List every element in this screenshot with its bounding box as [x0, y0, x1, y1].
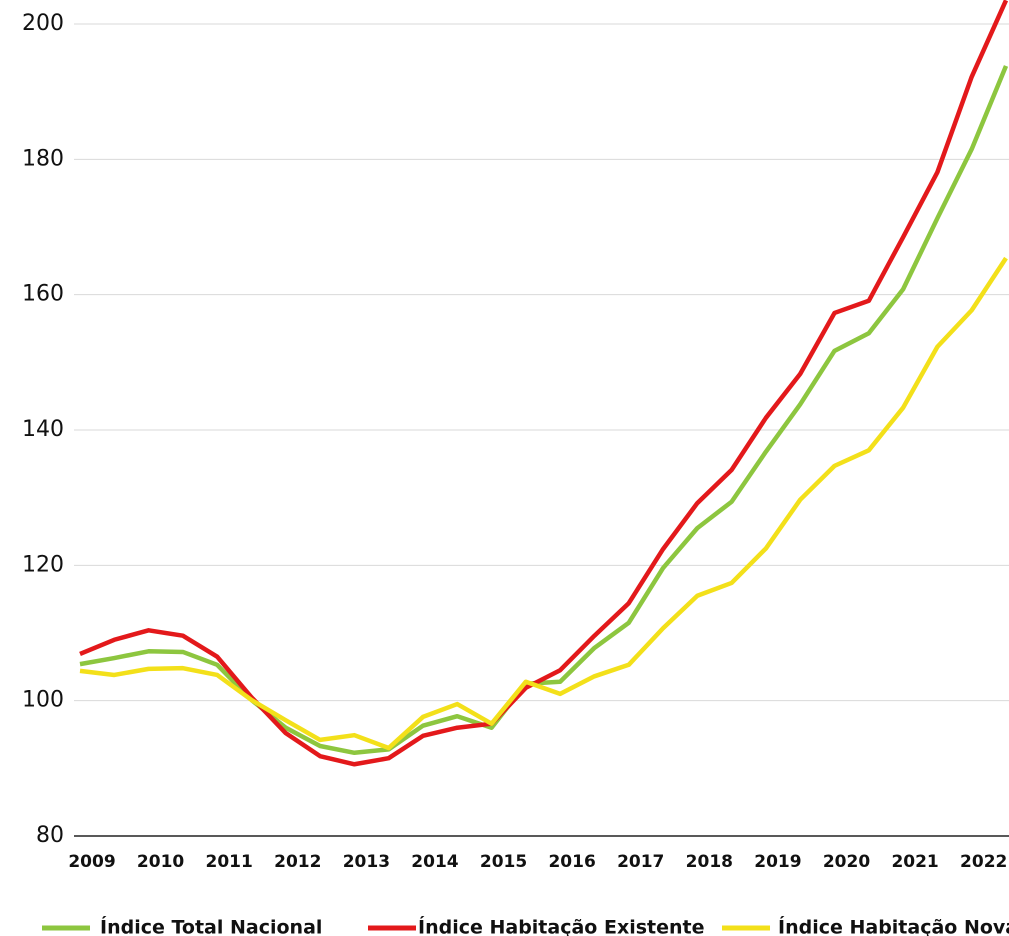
- x-tick-label: 2020: [823, 852, 870, 872]
- y-tick-label: 160: [22, 282, 64, 307]
- legend-label: Índice Habitação Existente: [418, 916, 704, 936]
- x-tick-label: 2009: [68, 852, 115, 872]
- y-tick-label: 140: [22, 417, 64, 442]
- x-tick-label: 2014: [411, 852, 458, 872]
- y-tick-label: 180: [22, 146, 64, 171]
- x-tick-label: 2017: [617, 852, 664, 872]
- y-tick-label: 100: [22, 688, 64, 713]
- series-line: [79, 0, 1009, 767]
- x-tick-label: 2012: [274, 852, 321, 872]
- x-tick-label: 2011: [206, 852, 253, 872]
- y-tick-label: 120: [22, 552, 64, 577]
- series-line: [79, 65, 1009, 756]
- x-tick-label: 2010: [137, 852, 184, 872]
- legend-label: Índice Habitação Nova: [778, 916, 1009, 936]
- x-tick-label: 2018: [686, 852, 733, 872]
- x-tick-label: 2022: [960, 852, 1007, 872]
- x-tick-label: 2016: [548, 852, 595, 872]
- y-tick-label: 80: [36, 823, 64, 848]
- x-tick-label: 2019: [754, 852, 801, 872]
- x-tick-label: 2013: [343, 852, 390, 872]
- x-tick-label: 2021: [891, 852, 938, 872]
- series-line: [79, 256, 1008, 751]
- y-tick-label: 200: [22, 11, 64, 36]
- legend-label: Índice Total Nacional: [100, 916, 322, 936]
- x-tick-label: 2015: [480, 852, 527, 872]
